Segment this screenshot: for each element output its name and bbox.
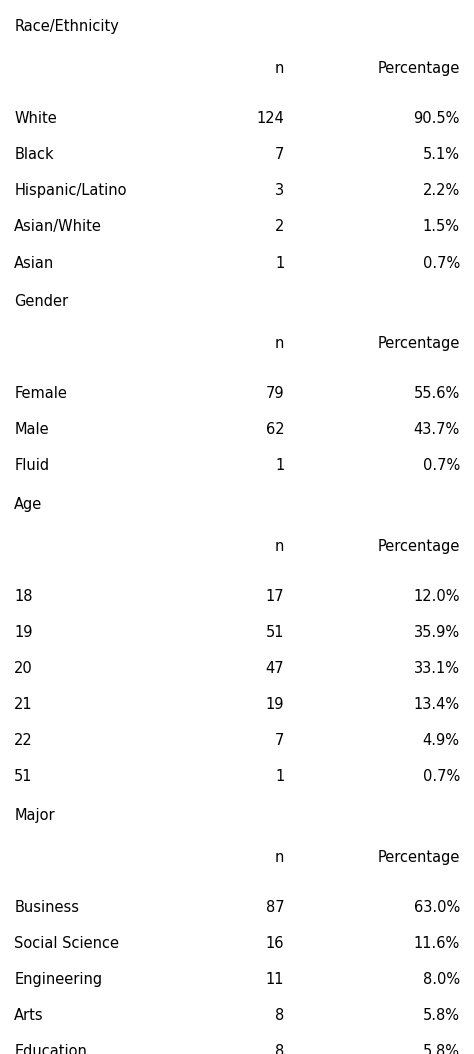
Text: 33.1%: 33.1% (414, 661, 460, 676)
Text: n: n (275, 539, 284, 554)
Text: 62: 62 (266, 423, 284, 437)
Text: 11: 11 (266, 972, 284, 988)
Text: 1.5%: 1.5% (423, 219, 460, 234)
Text: 51: 51 (14, 769, 33, 784)
Text: 17: 17 (266, 589, 284, 604)
Text: 0.7%: 0.7% (422, 769, 460, 784)
Text: 1: 1 (275, 255, 284, 271)
Text: 55.6%: 55.6% (413, 386, 460, 402)
Text: White: White (14, 111, 57, 126)
Text: 47: 47 (266, 661, 284, 676)
Text: n: n (275, 336, 284, 351)
Text: Hispanic/Latino: Hispanic/Latino (14, 183, 127, 198)
Text: Engineering: Engineering (14, 972, 102, 988)
Text: Asian/White: Asian/White (14, 219, 102, 234)
Text: 79: 79 (266, 386, 284, 402)
Text: 1: 1 (275, 769, 284, 784)
Text: 21: 21 (14, 698, 33, 713)
Text: 5.8%: 5.8% (423, 1045, 460, 1054)
Text: 20: 20 (14, 661, 33, 676)
Text: 1: 1 (275, 458, 284, 473)
Text: 7: 7 (275, 148, 284, 162)
Text: 43.7%: 43.7% (413, 423, 460, 437)
Text: 35.9%: 35.9% (414, 625, 460, 640)
Text: 90.5%: 90.5% (413, 111, 460, 126)
Text: 8: 8 (275, 1045, 284, 1054)
Text: 4.9%: 4.9% (423, 734, 460, 748)
Text: 19: 19 (266, 698, 284, 713)
Text: 18: 18 (14, 589, 33, 604)
Text: Male: Male (14, 423, 49, 437)
Text: Percentage: Percentage (377, 539, 460, 554)
Text: 5.8%: 5.8% (423, 1009, 460, 1023)
Text: Asian: Asian (14, 255, 55, 271)
Text: 2.2%: 2.2% (422, 183, 460, 198)
Text: Arts: Arts (14, 1009, 44, 1023)
Text: 0.7%: 0.7% (422, 458, 460, 473)
Text: 0.7%: 0.7% (422, 255, 460, 271)
Text: Percentage: Percentage (377, 336, 460, 351)
Text: 19: 19 (14, 625, 33, 640)
Text: Age: Age (14, 497, 43, 512)
Text: Percentage: Percentage (377, 61, 460, 76)
Text: Race/Ethnicity: Race/Ethnicity (14, 19, 119, 35)
Text: 63.0%: 63.0% (413, 900, 460, 915)
Text: 8.0%: 8.0% (423, 972, 460, 988)
Text: 7: 7 (275, 734, 284, 748)
Text: 51: 51 (266, 625, 284, 640)
Text: Business: Business (14, 900, 79, 915)
Text: Education: Education (14, 1045, 87, 1054)
Text: 11.6%: 11.6% (413, 936, 460, 951)
Text: Black: Black (14, 148, 54, 162)
Text: 13.4%: 13.4% (414, 698, 460, 713)
Text: Fluid: Fluid (14, 458, 49, 473)
Text: Gender: Gender (14, 294, 68, 310)
Text: 3: 3 (275, 183, 284, 198)
Text: 87: 87 (266, 900, 284, 915)
Text: 2: 2 (275, 219, 284, 234)
Text: Major: Major (14, 808, 55, 823)
Text: 8: 8 (275, 1009, 284, 1023)
Text: n: n (275, 850, 284, 865)
Text: n: n (275, 61, 284, 76)
Text: Female: Female (14, 386, 67, 402)
Text: 12.0%: 12.0% (413, 589, 460, 604)
Text: 16: 16 (266, 936, 284, 951)
Text: 124: 124 (256, 111, 284, 126)
Text: 5.1%: 5.1% (423, 148, 460, 162)
Text: Percentage: Percentage (377, 850, 460, 865)
Text: Social Science: Social Science (14, 936, 119, 951)
Text: 22: 22 (14, 734, 33, 748)
